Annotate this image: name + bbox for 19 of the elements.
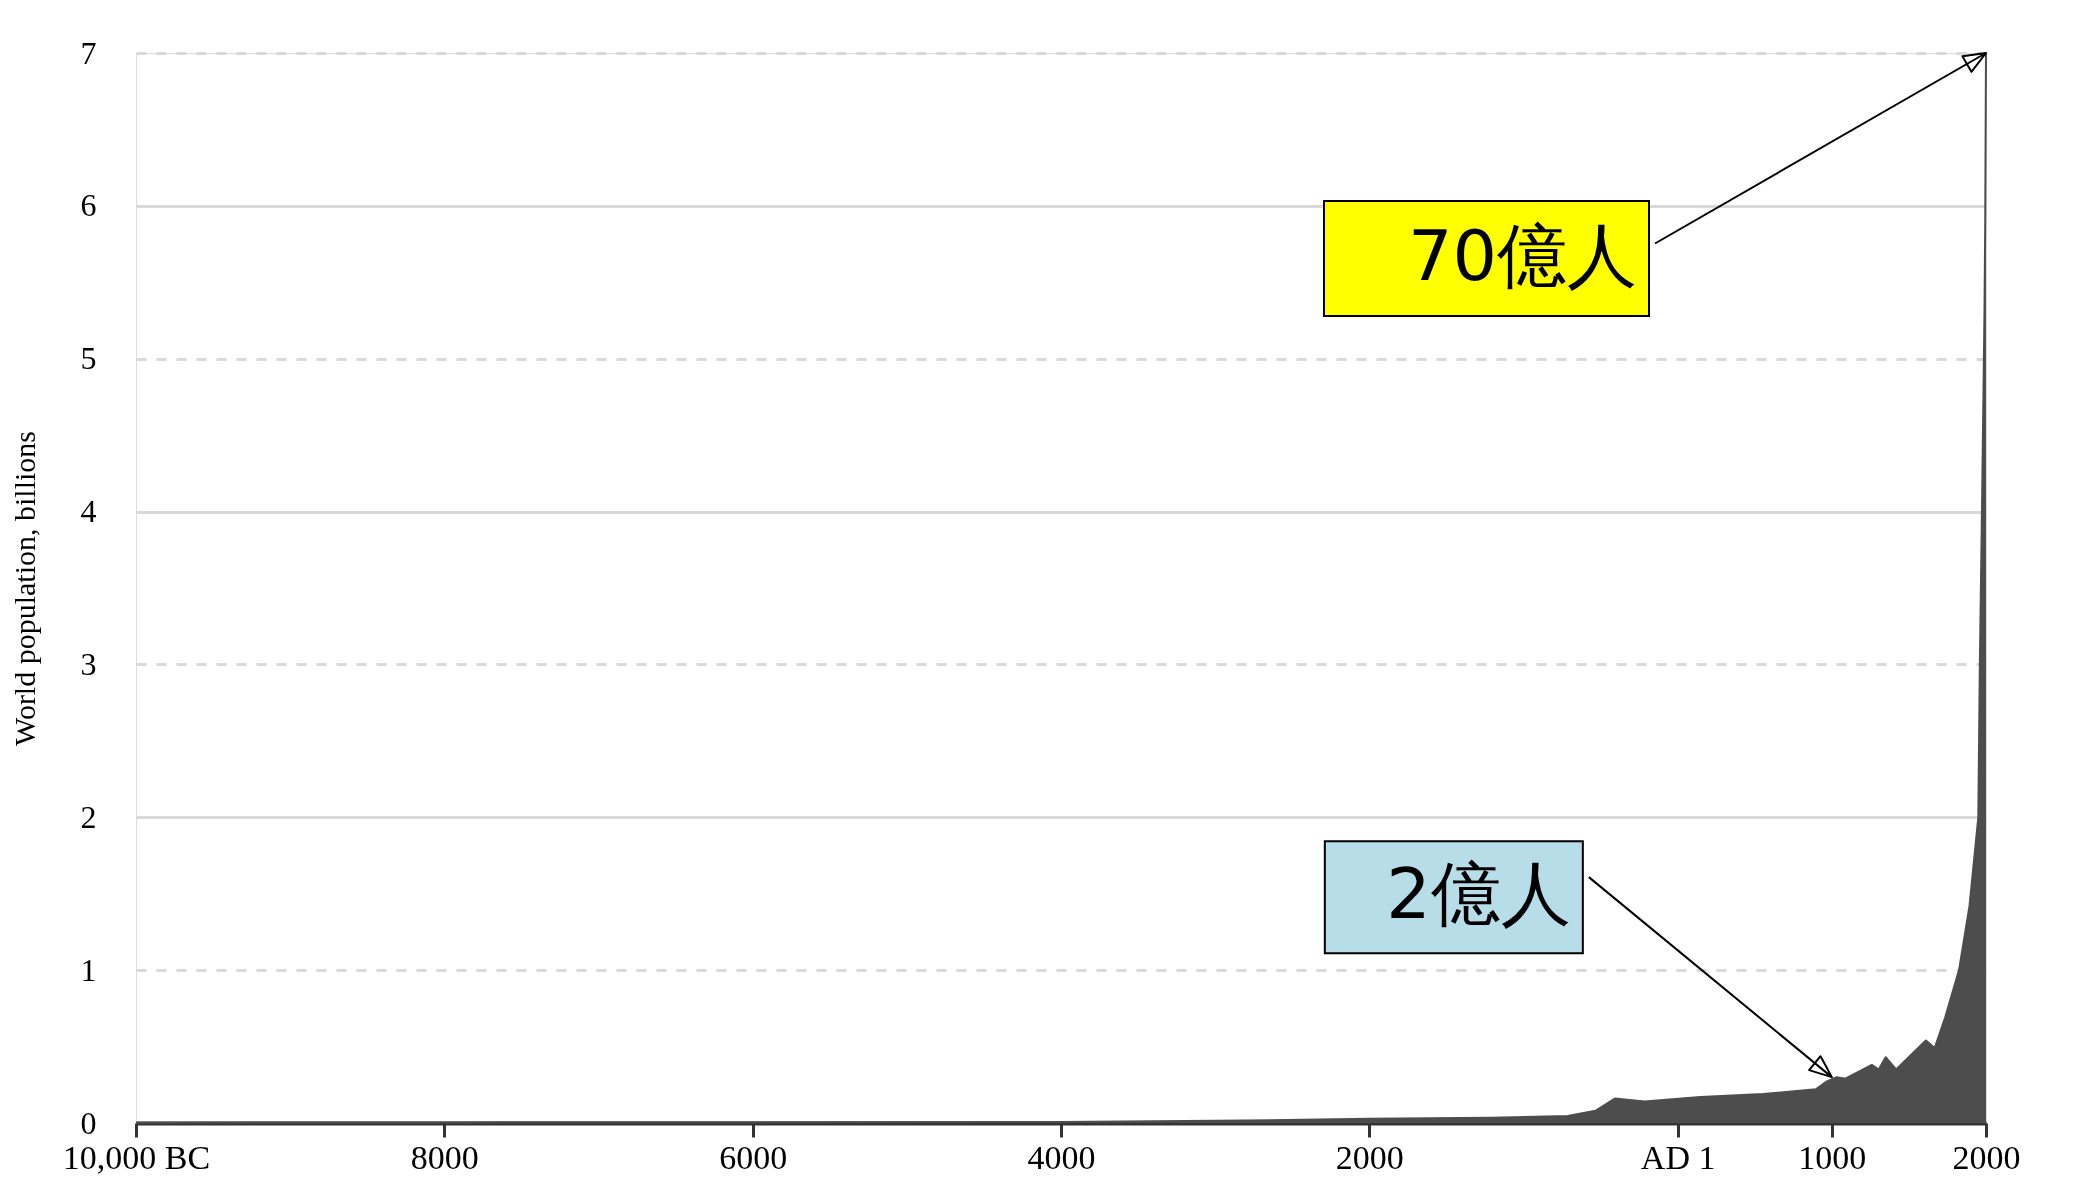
- annotation: 70億人: [1407, 214, 1637, 297]
- y-tick-label: 4: [80, 493, 97, 530]
- y-tick-label: 3: [80, 645, 97, 682]
- y-tick-label: 0: [80, 1104, 97, 1141]
- x-tick-label: 8000: [410, 1138, 479, 1176]
- y-tick-label: 2: [80, 798, 97, 835]
- x-tick-label: 1000: [1798, 1138, 1867, 1176]
- x-tick-label: 2000: [1335, 1138, 1404, 1176]
- y-tick-label: 5: [80, 340, 97, 377]
- y-tick-label: 6: [80, 187, 97, 224]
- annotation: 2億人: [1386, 853, 1571, 936]
- y-tick-label: 7: [80, 34, 97, 71]
- x-tick-label: 4000: [1027, 1138, 1096, 1176]
- x-tick-label: AD 1: [1640, 1138, 1716, 1176]
- y-axis-title: World population, billions: [7, 430, 41, 747]
- x-tick-label: 6000: [719, 1138, 788, 1176]
- y-tick-label: 1: [80, 951, 97, 988]
- x-tick-label: 10,000 BC: [62, 1138, 211, 1176]
- x-tick-label: 2000: [1952, 1138, 2021, 1176]
